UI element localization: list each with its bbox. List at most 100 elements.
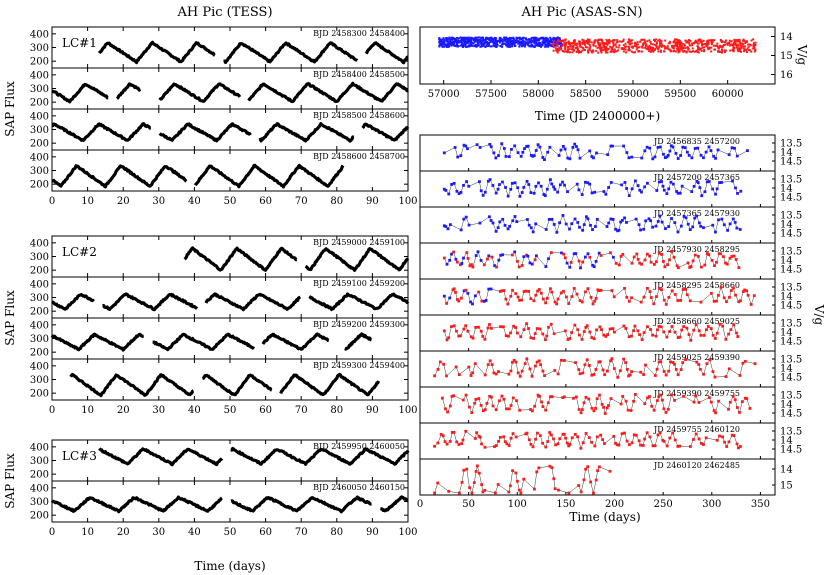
data-point (537, 466, 541, 470)
data-point (518, 194, 522, 198)
data-point (663, 156, 667, 160)
data-point (741, 361, 745, 365)
data-point (649, 260, 653, 264)
data-point (571, 146, 575, 149)
x-tick-label: 57000 (428, 89, 460, 100)
data-point (724, 261, 727, 265)
data-point (507, 155, 511, 159)
data-point (478, 36, 481, 39)
data-point (471, 302, 474, 306)
data-point (553, 41, 556, 44)
data-point (709, 400, 713, 404)
data-point (556, 372, 560, 376)
data-point (479, 329, 483, 333)
data-point (591, 228, 594, 231)
data-point (696, 49, 699, 52)
data-point (513, 215, 517, 218)
data-point (579, 490, 583, 494)
x-tick-label: 70 (295, 527, 308, 538)
data-point (573, 142, 577, 146)
data-point (624, 399, 628, 403)
panel-range-label: BJD 2458400 2458500 (313, 70, 405, 79)
data-point (545, 187, 549, 191)
data-point (579, 411, 583, 415)
data-point (752, 44, 755, 47)
data-point (634, 43, 637, 46)
data-point (735, 442, 739, 446)
data-point (733, 42, 736, 45)
data-point (565, 295, 568, 299)
data-point (628, 38, 631, 41)
data-point (511, 288, 514, 292)
data-point (732, 254, 736, 258)
data-point (469, 44, 472, 47)
data-point (644, 363, 647, 367)
data-point (471, 371, 475, 375)
y-tick-label: 14 (780, 256, 793, 267)
y-tick-label: 400 (30, 29, 49, 40)
data-point (514, 326, 517, 329)
data-point (523, 362, 527, 365)
data-point (605, 45, 608, 48)
data-point (442, 329, 446, 333)
data-point (523, 44, 526, 47)
data-point (457, 334, 461, 338)
data-point (639, 370, 643, 374)
tess-light-curve (97, 40, 409, 65)
data-point (614, 227, 618, 231)
data-point (575, 44, 578, 47)
data-point (442, 362, 446, 366)
data-point (567, 40, 570, 43)
data-point (695, 360, 699, 364)
data-point (698, 186, 702, 190)
data-point (640, 156, 644, 160)
data-point (501, 38, 504, 41)
data-point (541, 156, 545, 159)
data-point (506, 194, 510, 198)
data-point (559, 46, 562, 49)
data-point (692, 438, 695, 441)
data-point (557, 154, 561, 157)
data-point (512, 41, 515, 44)
tess-x-axis-title: Time (days) (194, 559, 265, 573)
data-point (464, 215, 468, 219)
data-point (523, 40, 526, 43)
data-point (633, 42, 636, 45)
data-point (573, 217, 577, 221)
data-point (722, 296, 726, 300)
data-point (544, 445, 548, 449)
data-point (624, 42, 627, 45)
data-point (564, 43, 567, 46)
data-point (549, 433, 553, 437)
data-point (549, 36, 552, 39)
data-point (581, 441, 585, 445)
x-tick-label: 60000 (712, 89, 744, 100)
data-point (668, 149, 672, 153)
data-point (667, 295, 671, 299)
data-point (678, 41, 681, 44)
data-point (610, 49, 613, 52)
data-point (591, 263, 595, 267)
data-point (637, 223, 641, 227)
data-point (640, 338, 644, 341)
data-point (640, 38, 643, 41)
y-tick-label: 300 (30, 252, 49, 263)
data-point (597, 51, 600, 54)
data-point (676, 48, 679, 51)
data-point (472, 39, 475, 42)
data-point (740, 400, 744, 404)
data-point (648, 290, 652, 293)
data-point (530, 374, 534, 378)
data-point (520, 191, 524, 194)
data-point (556, 190, 560, 194)
data-point (623, 181, 627, 184)
data-point (553, 369, 557, 372)
data-point (497, 258, 501, 262)
lc-label: LC#1 (62, 36, 97, 50)
data-point (490, 363, 494, 366)
data-point (735, 226, 739, 230)
data-point (597, 38, 600, 41)
data-point (577, 333, 581, 337)
data-point (711, 39, 714, 42)
